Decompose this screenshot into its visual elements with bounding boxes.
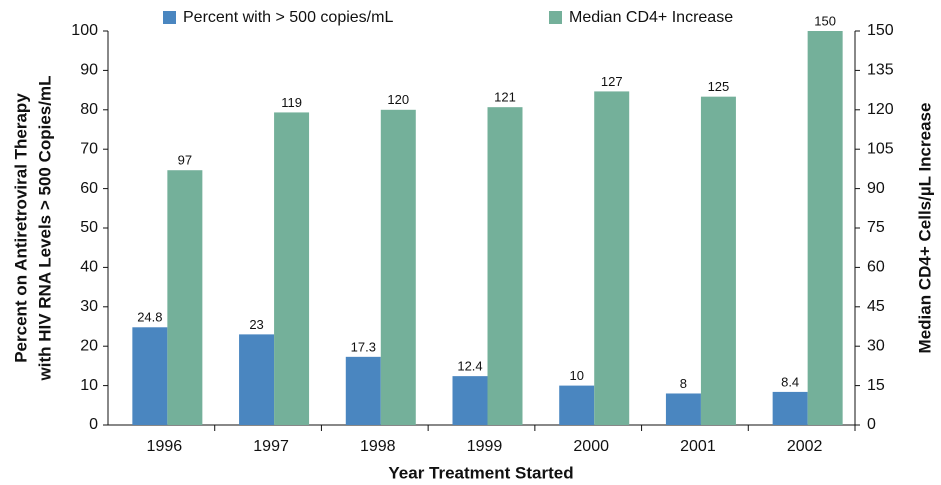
y2-tick-label: 135	[867, 62, 894, 79]
y2-tick-label: 75	[867, 219, 885, 236]
x-tick-label: 1996	[147, 438, 183, 455]
bar	[594, 91, 630, 425]
value-label: 119	[281, 95, 302, 110]
value-label: 127	[601, 74, 623, 89]
bar	[345, 356, 381, 425]
y-tick-label: 90	[80, 62, 98, 79]
value-label: 12.4	[457, 359, 482, 374]
y-tick-label: 0	[89, 416, 98, 433]
value-label: 8.4	[781, 374, 799, 389]
y2-tick-label: 60	[867, 259, 885, 276]
value-label: 24.8	[137, 310, 162, 325]
x-tick-label: 1998	[360, 438, 396, 455]
value-label: 125	[708, 79, 730, 94]
value-label: 10	[569, 368, 583, 383]
value-label: 150	[814, 13, 836, 28]
y-tick-label: 60	[80, 180, 98, 197]
bar	[559, 385, 595, 425]
x-axis-label: Year Treatment Started	[388, 463, 573, 482]
y2-tick-label: 105	[867, 140, 894, 157]
y2-axis-label: Median CD4+ Cells/µL Increase	[915, 103, 934, 354]
bar	[665, 393, 701, 425]
y-tick-label: 10	[80, 377, 98, 394]
y-tick-label: 100	[71, 22, 98, 39]
value-label: 121	[494, 90, 516, 105]
bar	[807, 31, 843, 425]
value-label: 23	[249, 317, 263, 332]
y2-tick-label: 15	[867, 377, 885, 394]
y2-tick-label: 90	[867, 180, 885, 197]
bar	[132, 327, 168, 425]
value-label: 97	[178, 153, 192, 168]
value-label: 120	[387, 92, 409, 107]
y2-tick-label: 0	[867, 416, 876, 433]
x-tick-label: 1999	[467, 438, 503, 455]
bar	[772, 391, 808, 425]
bar	[239, 334, 275, 425]
bar	[380, 109, 416, 426]
legend-label: Median CD4+ Increase	[569, 9, 733, 26]
y-axis-label: Percent on Antiretroviral Therapy	[11, 93, 30, 363]
legend-label: Percent with > 500 copies/mL	[183, 9, 393, 26]
y-tick-label: 70	[80, 140, 98, 157]
y-axis-label: with HIV RNA Levels > 500 Copies/mL	[35, 76, 54, 382]
y-tick-label: 30	[80, 298, 98, 315]
x-tick-label: 2002	[787, 438, 823, 455]
bar	[700, 96, 736, 426]
legend-swatch	[549, 11, 562, 24]
value-label: 17.3	[351, 339, 376, 354]
x-tick-label: 2000	[573, 438, 609, 455]
y-tick-label: 40	[80, 259, 98, 276]
bar	[274, 112, 310, 425]
bar	[167, 170, 203, 425]
x-tick-label: 2001	[680, 438, 716, 455]
y-tick-label: 80	[80, 101, 98, 118]
bar	[452, 376, 488, 425]
legend-swatch	[163, 11, 176, 24]
y2-tick-label: 30	[867, 337, 885, 354]
y2-tick-label: 120	[867, 101, 894, 118]
y-tick-label: 50	[80, 219, 98, 236]
y2-tick-label: 150	[867, 22, 894, 39]
value-label: 8	[680, 376, 687, 391]
bar	[487, 107, 523, 425]
y-tick-label: 20	[80, 337, 98, 354]
x-tick-label: 1997	[253, 438, 289, 455]
y2-tick-label: 45	[867, 298, 885, 315]
